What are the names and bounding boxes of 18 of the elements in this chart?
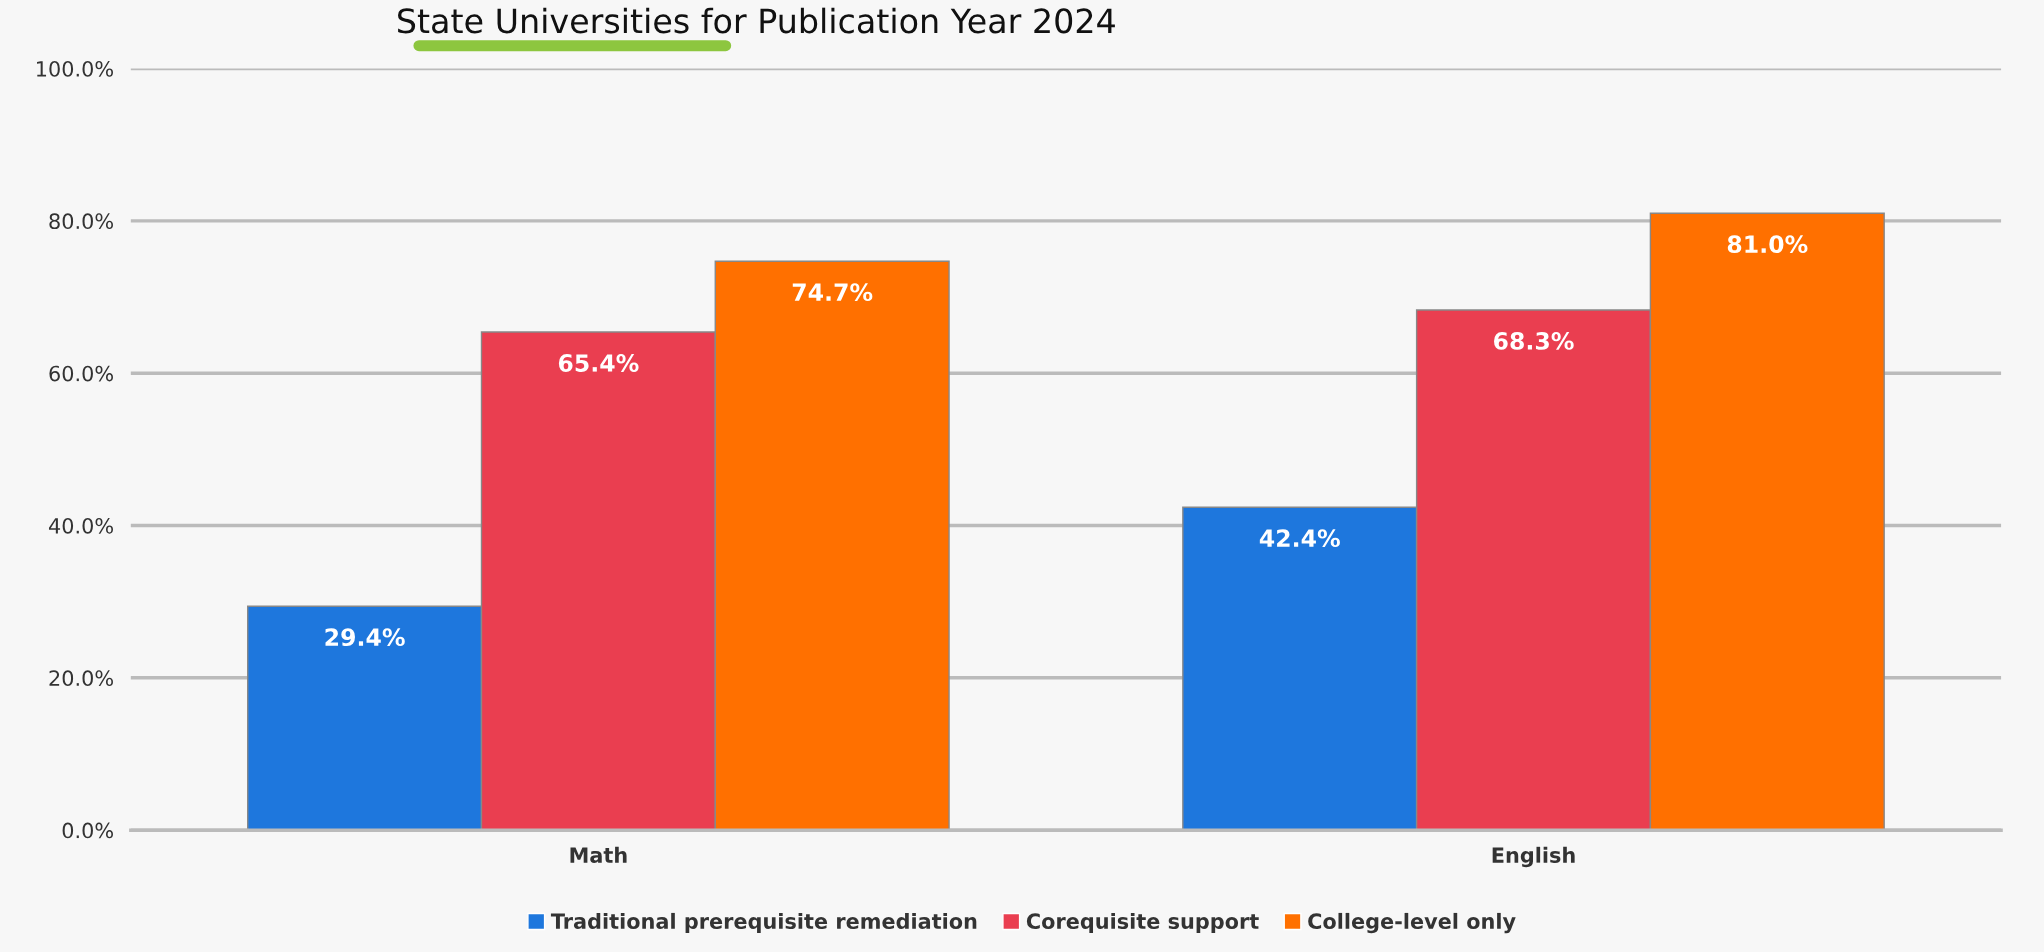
x-tick-label: English — [1492, 846, 1575, 868]
y-tick-label: 40.0% — [48, 517, 113, 534]
legend-label: Corequisite support — [1026, 912, 1259, 934]
legend-label: College-level only — [1308, 912, 1516, 934]
data-label: 68.3% — [1494, 331, 1574, 350]
y-tick-label: 100.0% — [37, 61, 113, 77]
y-tick-label: 0.0% — [62, 822, 113, 839]
legend-label: Traditional prerequisite remediation — [550, 912, 977, 934]
y-tick-label: 80.0% — [49, 213, 113, 230]
y-tick-label: 20.0% — [49, 670, 113, 687]
y-tick-label: 60.0% — [49, 365, 113, 382]
data-label: 74.7% — [792, 283, 873, 302]
data-label: 65.4% — [558, 354, 639, 372]
chart-title: State Universities for Publication Year 2024 — [398, 7, 1115, 34]
data-label: 81.0% — [1727, 235, 1808, 254]
x-tick-label: Math — [570, 846, 627, 863]
data-label: 42.4% — [1259, 529, 1340, 548]
data-label: 29.4% — [325, 628, 405, 647]
